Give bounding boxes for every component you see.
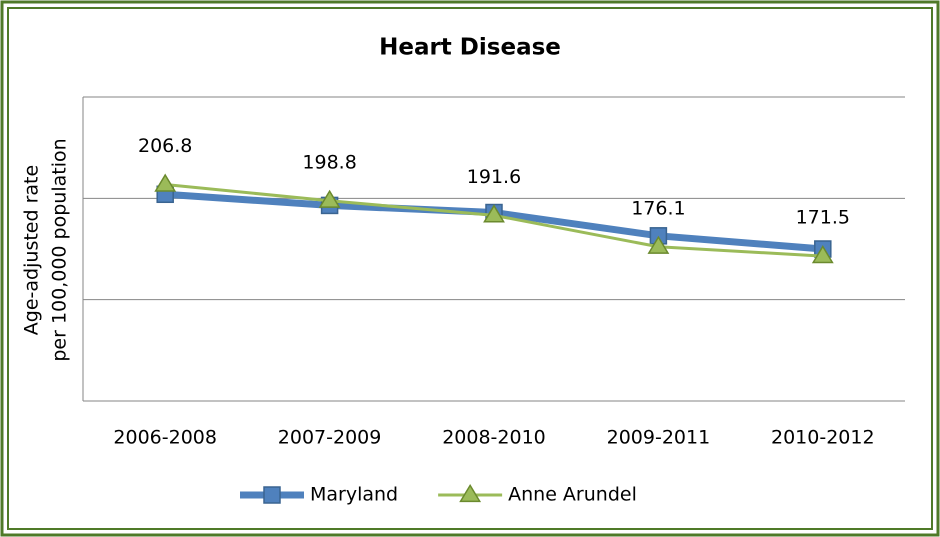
inner-border (7, 7, 933, 530)
x-tick-label: 2007-2009 (278, 427, 382, 449)
y-axis-label: Age-adjusted rate (21, 165, 43, 335)
x-tick-label: 2006-2008 (113, 427, 217, 449)
legend-label: Anne Arundel (508, 484, 637, 506)
data-label: 206.8 (138, 135, 192, 157)
data-label: 171.5 (796, 207, 850, 229)
marker (154, 173, 177, 192)
marker (459, 483, 482, 503)
x-tick-label: 2009-2011 (607, 427, 711, 449)
x-tick-label: 2010-2012 (771, 427, 875, 449)
chart-title: Heart Disease (379, 35, 561, 61)
data-label: 198.8 (302, 151, 356, 173)
data-label: 191.6 (467, 166, 521, 188)
x-tick-label: 2008-2010 (442, 427, 546, 449)
marker (318, 189, 341, 208)
data-label: 176.1 (631, 197, 685, 219)
marker (263, 486, 281, 504)
legend-label: Maryland (310, 484, 398, 506)
marker (483, 204, 505, 223)
marker (647, 235, 670, 254)
marker (811, 245, 834, 264)
y-axis-label: per 100,000 population (49, 138, 71, 361)
